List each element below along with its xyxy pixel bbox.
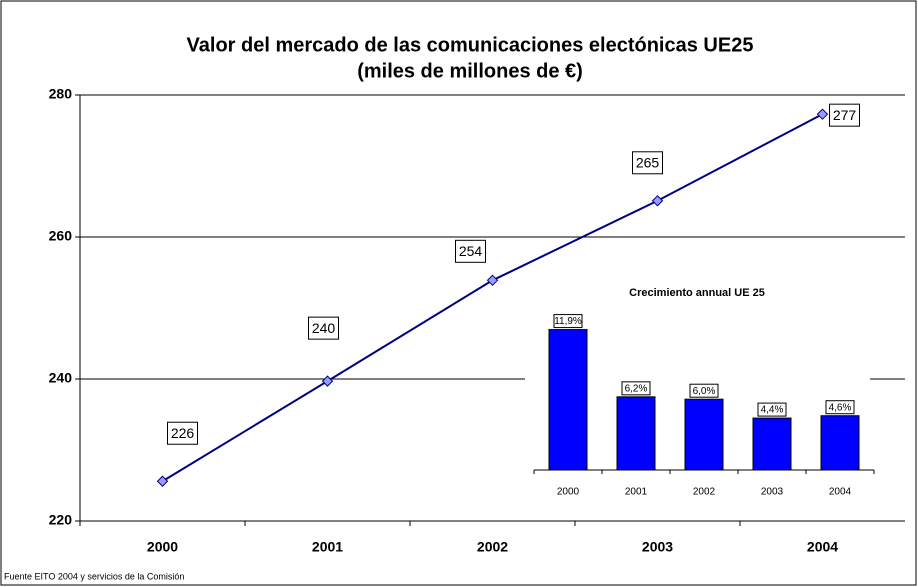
value-label-box	[308, 316, 339, 340]
bar	[820, 415, 860, 471]
value-label-box	[757, 402, 787, 417]
x-tick-label: 2003	[642, 539, 673, 555]
value-label-box	[455, 239, 486, 263]
value-label: 226	[171, 425, 195, 441]
value-label-box	[632, 151, 663, 175]
bar	[752, 417, 792, 471]
y-tick-label: 280	[49, 86, 73, 102]
x-tick-label: 2004	[829, 487, 852, 498]
chart-title: Valor del mercado de las comunicaciones …	[187, 34, 754, 56]
bar	[684, 398, 724, 471]
marker	[651, 195, 664, 207]
value-label: 4,6%	[829, 402, 852, 413]
value-label: 265	[636, 154, 660, 170]
value-label: 6,2%	[625, 383, 648, 394]
value-label-box	[553, 314, 583, 329]
bar	[548, 329, 588, 471]
chart-subtitle: (miles de millones de €)	[357, 60, 583, 82]
marker	[321, 375, 334, 387]
value-label-box	[689, 383, 719, 398]
value-label: 254	[459, 243, 483, 259]
value-label-box	[825, 400, 855, 415]
y-tick-label: 260	[49, 228, 73, 244]
x-tick-label: 2003	[761, 487, 784, 498]
value-label-box	[621, 381, 651, 396]
marker	[486, 274, 499, 287]
x-tick-label: 2001	[312, 539, 343, 555]
value-label: 240	[312, 320, 336, 336]
y-tick-label: 220	[49, 512, 73, 528]
x-tick-label: 2002	[477, 539, 508, 555]
bar	[616, 396, 656, 471]
source-note: Fuente EITO 2004 y servicios de la Comis…	[4, 571, 184, 581]
marker	[816, 108, 829, 120]
x-tick-label: 2004	[807, 539, 838, 555]
x-tick-label: 2001	[625, 487, 648, 498]
value-label: 11,9%	[554, 316, 582, 327]
y-tick-label: 240	[49, 370, 73, 386]
value-label: 6,0%	[693, 386, 716, 397]
value-label-box	[167, 421, 198, 445]
value-label: 4,4%	[761, 405, 784, 416]
inset-title: Crecimiento annual UE 25	[629, 287, 765, 299]
x-tick-label: 2000	[147, 539, 178, 555]
x-tick-label: 2002	[693, 487, 716, 498]
x-tick-label: 2000	[557, 487, 580, 498]
value-label-box	[829, 103, 860, 127]
value-label: 277	[833, 107, 857, 123]
marker	[156, 475, 169, 487]
